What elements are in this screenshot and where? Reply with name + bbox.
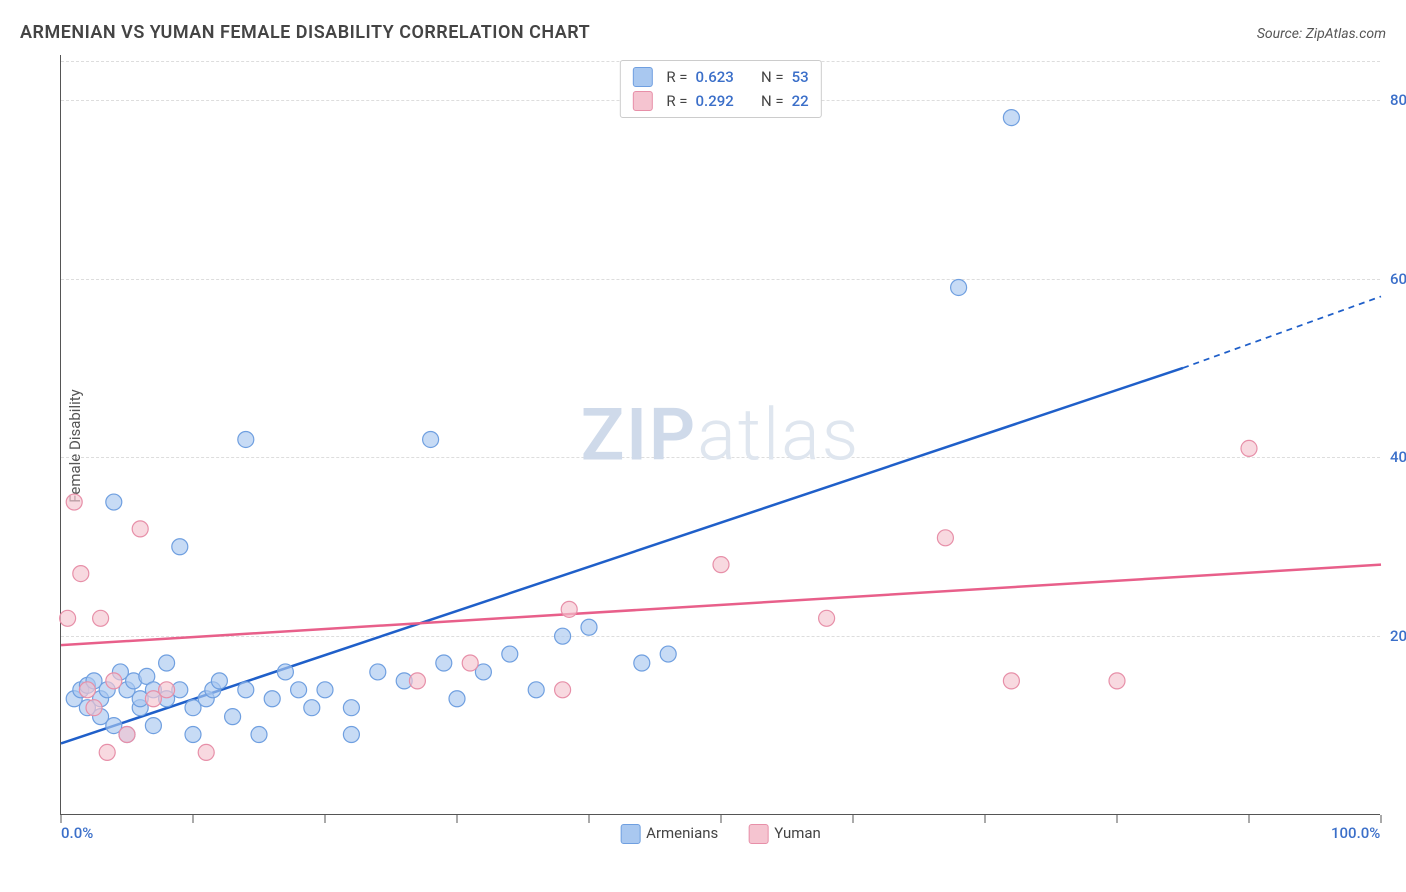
data-point <box>555 682 571 698</box>
y-tick-label: 20.0% <box>1390 627 1406 645</box>
legend-item: Yuman <box>748 824 821 844</box>
stats-row: R = 0.292 N = 22 <box>632 89 808 113</box>
data-point <box>561 601 577 617</box>
r-value: 0.623 <box>696 68 734 86</box>
data-point <box>555 628 571 644</box>
data-point <box>185 727 201 743</box>
data-point <box>238 682 254 698</box>
data-point <box>1003 110 1019 126</box>
data-point <box>66 494 82 510</box>
series-legend: Armenians Yuman <box>620 824 821 844</box>
data-point <box>1003 673 1019 689</box>
plot-svg <box>61 55 1380 814</box>
data-point <box>1241 440 1257 456</box>
data-point <box>343 700 359 716</box>
legend-swatch <box>620 824 640 844</box>
data-point <box>317 682 333 698</box>
data-point <box>251 727 267 743</box>
data-point <box>1109 673 1125 689</box>
data-point <box>225 709 241 725</box>
data-point <box>581 619 597 635</box>
data-point <box>502 646 518 662</box>
data-point <box>106 673 122 689</box>
data-point <box>462 655 478 671</box>
data-point <box>713 557 729 573</box>
legend-item: Armenians <box>620 824 718 844</box>
header: ARMENIAN VS YUMAN FEMALE DISABILITY CORR… <box>20 22 1386 43</box>
n-value: 22 <box>792 92 809 110</box>
regression-line <box>61 565 1381 645</box>
data-point <box>449 691 465 707</box>
data-point <box>99 744 115 760</box>
data-point <box>660 646 676 662</box>
data-point <box>159 655 175 671</box>
y-tick-label: 60.0% <box>1390 270 1406 288</box>
data-point <box>238 431 254 447</box>
data-point <box>264 691 280 707</box>
n-label: N = <box>761 68 784 86</box>
n-value: 53 <box>792 68 809 86</box>
r-label: R = <box>666 68 687 86</box>
data-point <box>79 682 95 698</box>
data-point <box>277 664 293 680</box>
y-tick-label: 80.0% <box>1390 91 1406 109</box>
legend-label: Armenians <box>646 824 718 842</box>
data-point <box>291 682 307 698</box>
data-point <box>198 744 214 760</box>
data-point <box>343 727 359 743</box>
data-point <box>159 682 175 698</box>
x-tick-label: 100.0% <box>1331 824 1380 842</box>
r-label: R = <box>666 92 687 110</box>
legend-label: Yuman <box>774 824 821 842</box>
data-point <box>172 539 188 555</box>
chart-container: ARMENIAN VS YUMAN FEMALE DISABILITY CORR… <box>0 0 1406 892</box>
data-point <box>436 655 452 671</box>
data-point <box>528 682 544 698</box>
legend-swatch <box>632 67 652 87</box>
data-point <box>951 279 967 295</box>
source-prefix: Source: <box>1257 26 1306 42</box>
data-point <box>304 700 320 716</box>
data-point <box>211 673 227 689</box>
data-point <box>60 610 76 626</box>
data-point <box>145 718 161 734</box>
data-point <box>132 521 148 537</box>
stats-legend: R = 0.623 N = 53R = 0.292 N = 22 <box>619 60 821 118</box>
data-point <box>86 700 102 716</box>
data-point <box>119 727 135 743</box>
data-point <box>370 664 386 680</box>
y-tick-label: 40.0% <box>1390 448 1406 466</box>
data-point <box>937 530 953 546</box>
data-point <box>93 610 109 626</box>
data-point <box>634 655 650 671</box>
data-point <box>819 610 835 626</box>
legend-swatch <box>632 91 652 111</box>
chart-title: ARMENIAN VS YUMAN FEMALE DISABILITY CORR… <box>20 22 590 43</box>
source-name: ZipAtlas.com <box>1306 26 1386 42</box>
data-point <box>423 431 439 447</box>
r-value: 0.292 <box>696 92 734 110</box>
stats-row: R = 0.623 N = 53 <box>632 65 808 89</box>
plot-area: ZIPatlas R = 0.623 N = 53R = 0.292 N = 2… <box>60 55 1380 815</box>
data-point <box>106 494 122 510</box>
source-attribution: Source: ZipAtlas.com <box>1257 26 1386 42</box>
data-point <box>409 673 425 689</box>
n-label: N = <box>761 92 784 110</box>
legend-swatch <box>748 824 768 844</box>
data-point <box>73 566 89 582</box>
x-tick-label: 0.0% <box>61 824 93 842</box>
regression-line-dashed <box>1183 296 1381 368</box>
